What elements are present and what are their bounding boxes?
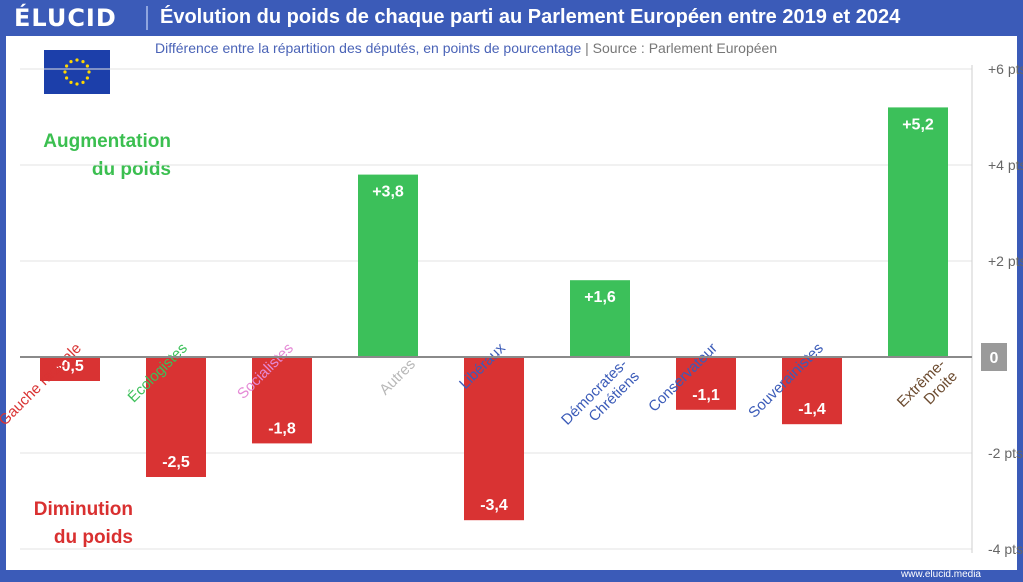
bar (888, 107, 948, 358)
footer-url: www.elucid.media (900, 569, 981, 580)
category-label: Autres (376, 356, 419, 399)
data-label: -1,8 (268, 420, 296, 437)
bar (40, 357, 100, 381)
brand-divider (146, 6, 148, 30)
data-label: -3,4 (480, 497, 508, 514)
category-label: Extrême-Droite (894, 356, 961, 423)
data-label: -1,4 (798, 401, 826, 418)
footer-bar (0, 570, 1023, 582)
chart-subtitle: Différence entre la répartition des dépu… (155, 40, 777, 56)
brand-logo: ÉLUCID (14, 4, 117, 32)
data-label: +3,8 (372, 184, 404, 201)
eu-flag-icon (44, 50, 110, 94)
increase-line-2: du poids (91, 159, 171, 180)
bar (464, 357, 524, 521)
increase-annotation: Augmentation du poids (43, 128, 171, 184)
decrease-annotation: Diminution du poids (34, 496, 133, 552)
y-tick-label: 0 (990, 350, 999, 367)
chart-title: Évolution du poids de chaque parti au Pa… (160, 6, 901, 28)
data-label: +1,6 (584, 289, 616, 306)
y-tick-label: -4 pts (988, 541, 1023, 557)
bar (782, 357, 842, 425)
increase-line-1: Augmentation (43, 131, 171, 152)
bar (252, 357, 312, 444)
data-label: -2,5 (162, 454, 190, 471)
zero-badge (981, 343, 1007, 371)
category-label-line: Autres (376, 356, 419, 399)
bar (570, 280, 630, 357)
bar (146, 357, 206, 477)
subtitle-separator: | (585, 40, 589, 56)
y-tick-label: +6 pts (988, 61, 1023, 77)
data-label: -0,5 (56, 358, 84, 375)
decrease-line-2: du poids (53, 527, 133, 548)
source-text: Source : Parlement Européen (592, 40, 778, 56)
decrease-line-1: Diminution (33, 499, 133, 520)
category-label: Démocrates-Chrétiens (558, 356, 643, 441)
bar (358, 174, 418, 357)
data-label: +5,2 (902, 116, 934, 133)
category-label: Gauche radicale (0, 340, 85, 429)
y-tick-label: +2 pts (988, 253, 1023, 269)
header-bar: ÉLUCID Évolution du poids de chaque part… (0, 0, 1023, 36)
y-tick-label: -2 pts (988, 445, 1023, 461)
data-label: -1,1 (692, 387, 720, 404)
eu-stars-icon (63, 58, 91, 86)
bar (676, 357, 736, 410)
category-label-line: Gauche radicale (0, 340, 85, 429)
y-tick-label: +4 pts (988, 157, 1023, 173)
subtitle-text: Différence entre la répartition des dépu… (155, 40, 582, 56)
